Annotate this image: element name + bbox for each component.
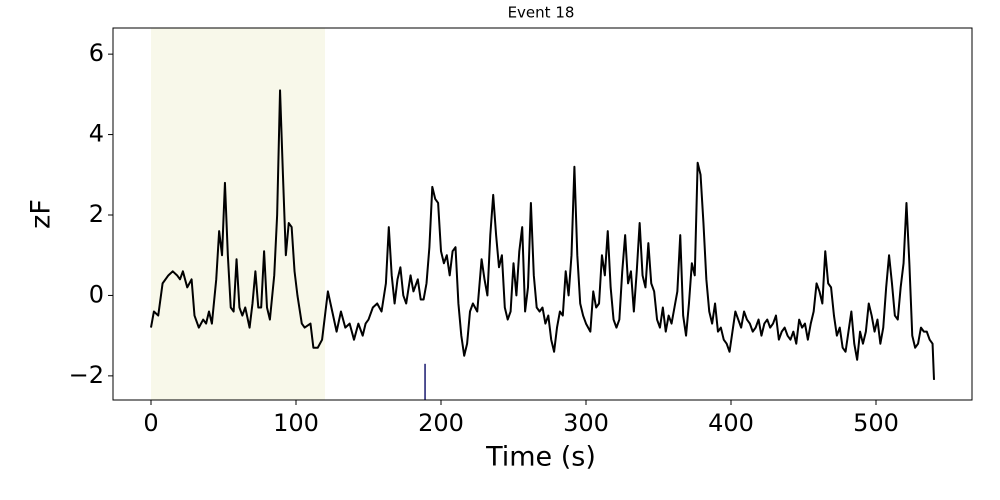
x-tick-label: 0 <box>143 409 158 437</box>
x-axis-label: Time (s) <box>485 442 596 473</box>
data-line <box>150 89 936 380</box>
x-tick-label: 300 <box>563 409 609 437</box>
y-tick-label: −2 <box>69 361 104 389</box>
y-tick-label: 0 <box>89 280 104 308</box>
x-tick-label: 400 <box>708 409 754 437</box>
x-tick-label: 500 <box>853 409 899 437</box>
y-axis-label: zF <box>26 199 57 229</box>
y-tick-label: 2 <box>89 200 104 228</box>
y-tick-label: 4 <box>89 120 104 148</box>
chart-title: Event 18 <box>508 4 575 22</box>
y-tick-label: 6 <box>89 39 104 67</box>
x-tick-label: 100 <box>273 409 319 437</box>
plot-frame <box>112 27 973 401</box>
shaded-region <box>150 28 325 400</box>
x-tick-label: 200 <box>418 409 464 437</box>
